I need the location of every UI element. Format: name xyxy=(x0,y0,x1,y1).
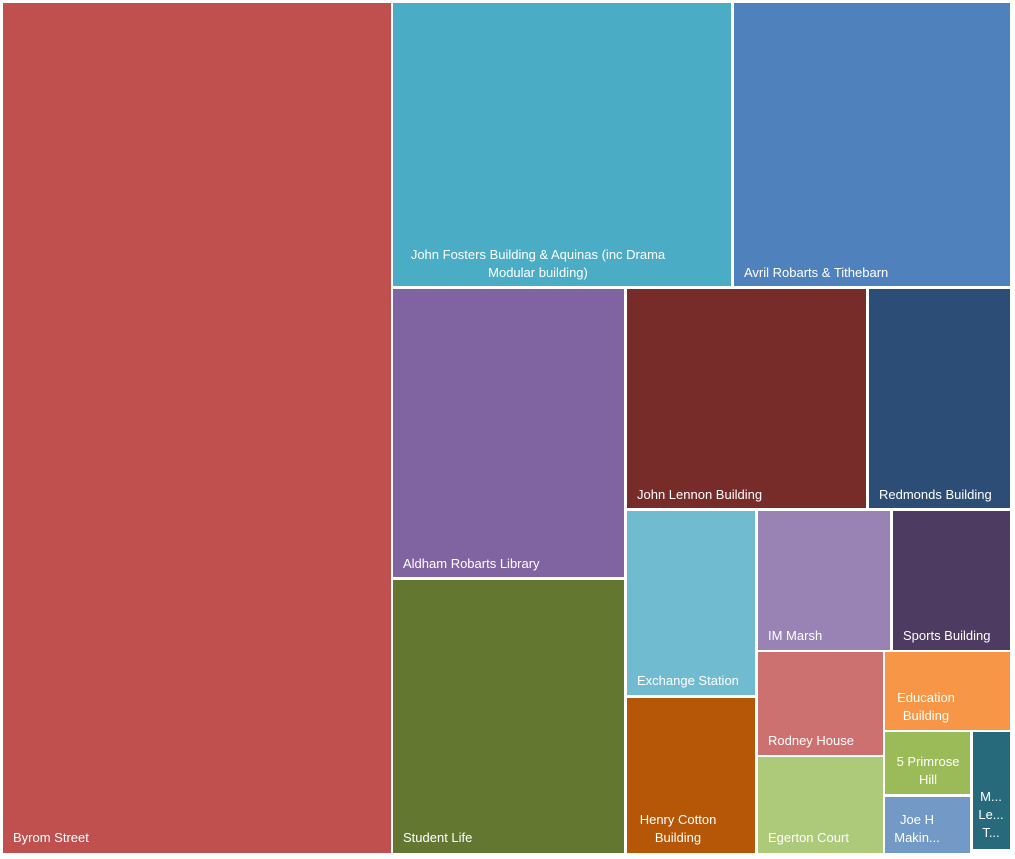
treemap-tile-label: Sports Building xyxy=(903,628,991,643)
treemap-tile-label: Redmonds Building xyxy=(879,487,992,502)
treemap-tile: John Fosters Building & Aquinas (inc Dra… xyxy=(393,3,731,286)
treemap-tile: Byrom Street xyxy=(3,3,391,853)
treemap-tile-label: Rodney House xyxy=(768,733,854,748)
treemap-tile: M... Le... T... xyxy=(973,732,1010,849)
treemap-tile-label: John Fosters Building & Aquinas (inc Dra… xyxy=(410,247,666,280)
treemap-tile: Joe H Makin... xyxy=(885,797,970,853)
treemap-tile-label: Henry Cotton Building xyxy=(639,812,717,845)
treemap-tile: Avril Robarts & Tithebarn xyxy=(734,3,1010,286)
treemap-tile: Henry Cotton Building xyxy=(627,698,755,853)
treemap-tile-label: Exchange Station xyxy=(637,673,739,688)
treemap-tile: Redmonds Building xyxy=(869,289,1010,508)
treemap-tile: IM Marsh xyxy=(758,511,890,650)
treemap-tile-label: Aldham Robarts Library xyxy=(403,556,540,571)
treemap-tile: Egerton Court xyxy=(758,757,883,853)
treemap-tile: Aldham Robarts Library xyxy=(393,289,624,577)
treemap-tile-label: M... Le... T... xyxy=(978,789,1004,840)
treemap-tile-label: IM Marsh xyxy=(768,628,823,643)
treemap-tile: 5 Primrose Hill xyxy=(885,732,970,794)
treemap-tile-label: Egerton Court xyxy=(768,830,849,845)
treemap-tile: John Lennon Building xyxy=(627,289,866,508)
treemap-tile-label: 5 Primrose Hill xyxy=(896,754,960,787)
treemap-tile: Education Building xyxy=(885,652,1010,730)
treemap-tile-label: Joe H Makin... xyxy=(894,812,940,845)
treemap-tile: Sports Building xyxy=(893,511,1010,650)
treemap-tile-label: Byrom Street xyxy=(13,830,89,845)
treemap-tile-label: Education Building xyxy=(897,690,955,723)
treemap-tile: Exchange Station xyxy=(627,511,755,695)
treemap-tile: Student Life xyxy=(393,580,624,853)
treemap-tile: Rodney House xyxy=(758,652,883,755)
treemap-tile-label: Student Life xyxy=(403,830,473,845)
treemap-tile-label: Avril Robarts & Tithebarn xyxy=(744,265,889,280)
treemap-tile-label: John Lennon Building xyxy=(637,487,763,502)
